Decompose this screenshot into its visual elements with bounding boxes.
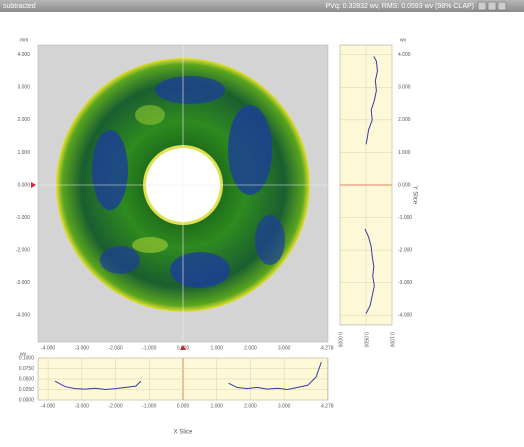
window-title: subtracted: [3, 3, 36, 10]
unit-label: wv: [400, 37, 407, 43]
x-tick-label: 2.000: [244, 403, 257, 409]
v-tick-label: 0.0000: [19, 397, 35, 403]
screen: subtracted PVq: 0.32832 wv, RMS: 0.0593 …: [0, 0, 524, 442]
x-tick-label: -2.000: [108, 403, 122, 409]
y-tick-label: 4.000: [398, 52, 411, 58]
v-tick-label: 0.1000: [389, 332, 395, 348]
v-tick-label: 0.0750: [19, 366, 35, 372]
y-tick-label: -1.000: [16, 215, 30, 221]
y-tick-label: -3.000: [398, 280, 412, 286]
x-tick-label: -1.000: [142, 345, 156, 351]
unit-label: mm: [20, 37, 28, 43]
y-tick-label: -2.000: [16, 247, 30, 253]
y-tick-label: 2.000: [398, 117, 411, 123]
x-tick-label: 4.278: [321, 345, 334, 351]
x-tick-label: -4.000: [41, 345, 55, 351]
y-slice-title: Y Slice: [411, 186, 417, 205]
x-tick-label: 3.000: [278, 403, 291, 409]
x-tick-label: 4.278: [321, 403, 334, 409]
x-slice-title: X Slice: [174, 430, 193, 436]
v-tick-label: 0.0500: [363, 332, 369, 348]
y-tick-label: 1.000: [17, 150, 30, 156]
slice-marker[interactable]: [31, 182, 36, 188]
v-tick-label: 0.0500: [19, 376, 35, 382]
y-tick-label: 0.000: [17, 182, 30, 188]
x-tick-label: 0.000: [177, 345, 190, 351]
y-tick-label: 3.000: [17, 85, 30, 91]
v-tick-label: 0.1000: [19, 355, 35, 361]
y-tick-label: -2.000: [398, 247, 412, 253]
x-tick-label: -1.000: [142, 403, 156, 409]
window-button[interactable]: [478, 2, 486, 10]
y-tick-label: 3.000: [398, 85, 411, 91]
y-tick-label: -4.000: [16, 313, 30, 319]
y-tick-label: -1.000: [398, 215, 412, 221]
v-tick-label: 0.0000: [337, 332, 343, 348]
v-tick-label: 0.0250: [19, 387, 35, 393]
y-tick-label: -4.000: [398, 313, 412, 319]
x-tick-label: 1.000: [210, 345, 223, 351]
x-tick-label: -3.000: [75, 345, 89, 351]
x-tick-label: 0.000: [177, 403, 190, 409]
x-tick-label: 2.000: [244, 345, 257, 351]
x-tick-label: -4.000: [41, 403, 55, 409]
y-tick-label: 0.000: [398, 182, 411, 188]
y-tick-label: 4.000: [17, 52, 30, 58]
x-tick-label: -2.000: [108, 345, 122, 351]
window-button[interactable]: [498, 2, 506, 10]
window-button[interactable]: [488, 2, 496, 10]
x-tick-label: 1.000: [210, 403, 223, 409]
y-tick-label: 1.000: [398, 150, 411, 156]
y-tick-label: -3.000: [16, 280, 30, 286]
stats: PVq: 0.32832 wv, RMS: 0.0593 wv (98% CLA…: [326, 3, 475, 10]
x-tick-label: -3.000: [75, 403, 89, 409]
x-tick-label: 3.000: [278, 345, 291, 351]
y-tick-label: 2.000: [17, 117, 30, 123]
